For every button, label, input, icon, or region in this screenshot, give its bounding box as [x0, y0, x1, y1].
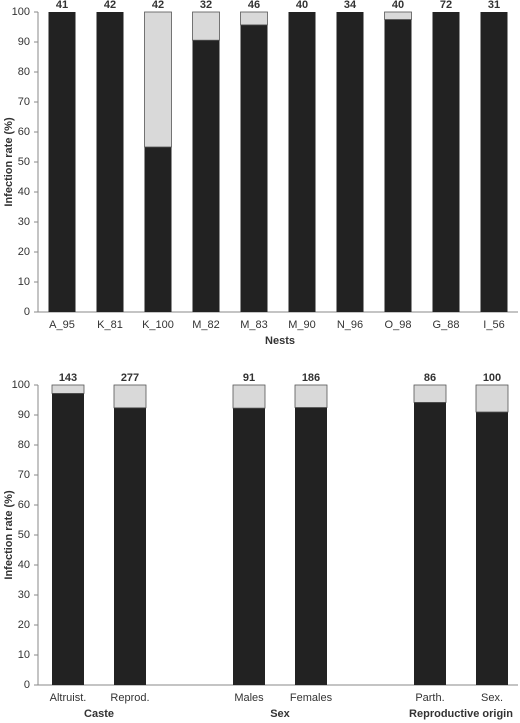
bar-label: 31 [488, 0, 500, 11]
bar-segment [336, 12, 364, 312]
bar-label: 91 [243, 372, 255, 384]
bar-label: 40 [296, 0, 308, 11]
y-tick-label: 10 [18, 649, 30, 661]
x-tick-label: I_56 [483, 319, 504, 331]
x-tick-label: O_98 [385, 319, 412, 331]
y-tick-label: 20 [18, 619, 30, 631]
x-tick-label: Females [290, 692, 333, 704]
group-label: Caste [84, 708, 114, 720]
x-tick-label: Reprod. [110, 692, 149, 704]
x-tick-label: Males [234, 692, 264, 704]
x-tick-label: K_81 [97, 319, 123, 331]
bar-label: 72 [440, 0, 452, 11]
y-tick-label: 40 [18, 186, 30, 198]
y-tick-label: 20 [18, 246, 30, 258]
bar-segment [192, 11, 220, 41]
x-tick-label: G_88 [433, 319, 460, 331]
group-label: Sex [270, 708, 290, 720]
x-tick-label: M_82 [192, 319, 220, 331]
bar-segment [384, 19, 412, 312]
bar-segment [432, 12, 460, 312]
bar-segment [113, 384, 147, 409]
y-tick-label: 80 [18, 66, 30, 78]
x-axis-label: Nests [265, 335, 295, 347]
y-tick-label: 90 [18, 409, 30, 421]
bar-segment [51, 384, 85, 394]
y-tick-label: 100 [12, 379, 30, 391]
bar-segment [232, 384, 266, 409]
y-tick-label: 90 [18, 36, 30, 48]
bar-segment [114, 407, 146, 685]
bar-segment [295, 407, 327, 685]
bar-label: 40 [392, 0, 404, 11]
y-tick-label: 80 [18, 439, 30, 451]
bar-segment [48, 12, 76, 312]
bar-label: 42 [152, 0, 164, 11]
bar-segment [52, 393, 84, 685]
y-tick-label: 0 [24, 679, 30, 691]
bar-segment [288, 12, 316, 312]
bar-label: 86 [424, 372, 436, 384]
x-tick-label: Altruist. [50, 692, 87, 704]
y-tick-label: 60 [18, 126, 30, 138]
bar-segment [475, 384, 509, 413]
bar-segment [414, 402, 446, 685]
x-tick-label: Parth. [415, 692, 444, 704]
bar-segment [96, 12, 124, 312]
y-tick-label: 60 [18, 499, 30, 511]
y-tick-label: 70 [18, 469, 30, 481]
bar-segment [144, 147, 172, 312]
bar-label: 143 [59, 372, 77, 384]
x-tick-label: M_90 [288, 319, 316, 331]
y-axis-label: Infection rate (%) [3, 117, 15, 207]
bar-segment [233, 408, 265, 685]
bar-segment [240, 24, 268, 313]
y-tick-label: 40 [18, 559, 30, 571]
bar-label: 32 [200, 0, 212, 11]
bar-segment [413, 384, 447, 403]
y-tick-label: 70 [18, 96, 30, 108]
y-tick-label: 50 [18, 156, 30, 168]
bar-label: 100 [483, 372, 501, 384]
bar-segment [192, 40, 220, 312]
x-tick-label: M_83 [240, 319, 268, 331]
y-axis-label: Infection rate (%) [3, 490, 15, 580]
x-tick-label: N_96 [337, 319, 363, 331]
x-tick-label: A_95 [49, 319, 75, 331]
y-tick-label: 30 [18, 589, 30, 601]
x-tick-label: Sex. [481, 692, 503, 704]
group-label: Reproductive origin [409, 708, 513, 720]
x-tick-label: K_100 [142, 319, 174, 331]
bar-segment [480, 12, 508, 312]
bar-label: 186 [302, 372, 320, 384]
bar-segment [384, 11, 412, 20]
bar-label: 41 [56, 0, 68, 11]
y-tick-label: 30 [18, 216, 30, 228]
y-tick-label: 10 [18, 276, 30, 288]
bar-label: 46 [248, 0, 260, 11]
y-tick-label: 0 [24, 306, 30, 318]
y-tick-label: 100 [12, 6, 30, 18]
bar-segment [144, 11, 172, 148]
bar-segment [294, 384, 328, 408]
bar-label: 34 [344, 0, 357, 11]
bar-label: 277 [121, 372, 139, 384]
bar-label: 42 [104, 0, 116, 11]
bar-segment [476, 412, 508, 685]
y-tick-label: 50 [18, 529, 30, 541]
bar-segment [240, 11, 268, 26]
